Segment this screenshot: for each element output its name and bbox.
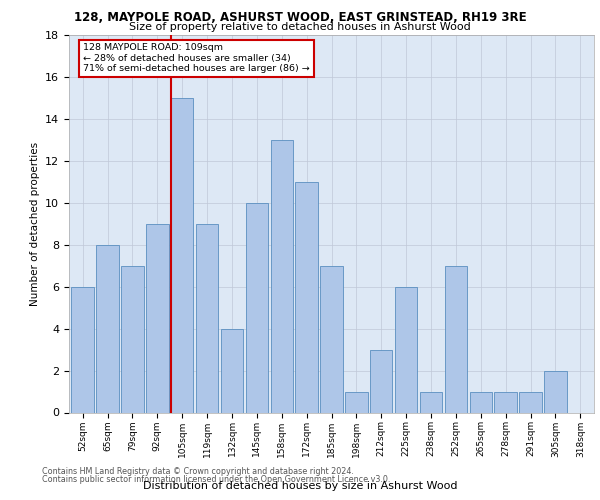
Bar — [146, 224, 169, 412]
Text: 128 MAYPOLE ROAD: 109sqm
← 28% of detached houses are smaller (34)
71% of semi-d: 128 MAYPOLE ROAD: 109sqm ← 28% of detach… — [83, 44, 310, 73]
Text: Contains HM Land Registry data © Crown copyright and database right 2024.: Contains HM Land Registry data © Crown c… — [42, 467, 354, 476]
Bar — [295, 182, 318, 412]
Bar — [71, 286, 94, 412]
Text: 128, MAYPOLE ROAD, ASHURST WOOD, EAST GRINSTEAD, RH19 3RE: 128, MAYPOLE ROAD, ASHURST WOOD, EAST GR… — [74, 11, 526, 24]
Bar — [271, 140, 293, 412]
Bar — [196, 224, 218, 412]
Bar — [395, 286, 418, 412]
Bar — [520, 392, 542, 412]
Bar — [320, 266, 343, 412]
Bar — [420, 392, 442, 412]
Bar — [345, 392, 368, 412]
Bar — [445, 266, 467, 412]
Bar — [221, 328, 243, 412]
Bar — [544, 370, 566, 412]
Bar — [171, 98, 193, 412]
Y-axis label: Number of detached properties: Number of detached properties — [29, 142, 40, 306]
Text: Contains public sector information licensed under the Open Government Licence v3: Contains public sector information licen… — [42, 475, 391, 484]
Bar — [370, 350, 392, 412]
Bar — [97, 244, 119, 412]
Bar — [470, 392, 492, 412]
Bar — [121, 266, 143, 412]
Text: Distribution of detached houses by size in Ashurst Wood: Distribution of detached houses by size … — [143, 481, 457, 491]
Bar — [245, 203, 268, 412]
Bar — [494, 392, 517, 412]
Text: Size of property relative to detached houses in Ashurst Wood: Size of property relative to detached ho… — [129, 22, 471, 32]
